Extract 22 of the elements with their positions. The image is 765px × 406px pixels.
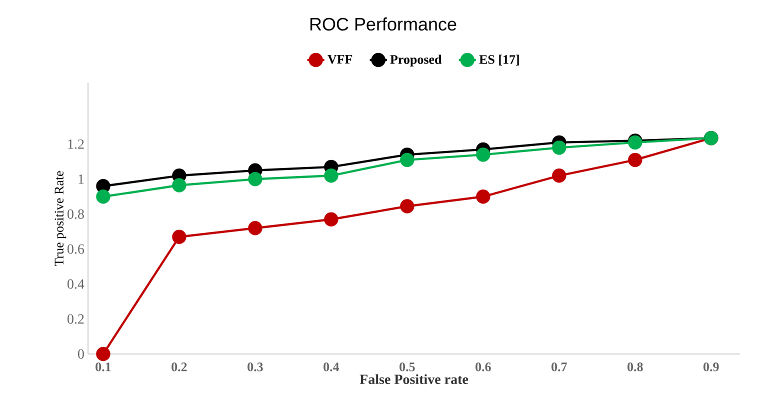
x-tick-label: 0.3 bbox=[248, 362, 263, 372]
x-tick-label: 0.2 bbox=[172, 362, 187, 372]
y-axis-title: True positive Rate bbox=[54, 171, 66, 266]
x-tick-label: 0.8 bbox=[628, 362, 643, 372]
legend-label: Proposed bbox=[390, 54, 442, 66]
y-tick-label: 0.8 bbox=[68, 209, 84, 219]
chart-title: ROC Performance bbox=[310, 17, 456, 31]
y-tick-label: 1 bbox=[78, 174, 84, 184]
y-tick-label: 0.2 bbox=[68, 314, 84, 324]
x-tick-label: 0.6 bbox=[476, 362, 491, 372]
x-tick-label: 0.9 bbox=[703, 362, 719, 372]
x-tick-label: 0.4 bbox=[324, 362, 340, 372]
y-tick-label: 0.4 bbox=[68, 279, 84, 289]
legend-label: ES [17] bbox=[479, 54, 519, 66]
legend-label: VFF bbox=[328, 54, 352, 64]
x-tick-label: 0.5 bbox=[400, 362, 415, 372]
y-tick-label: 0 bbox=[78, 349, 84, 359]
x-tick-label: 0.1 bbox=[96, 362, 111, 372]
x-tick-label: 0.7 bbox=[552, 362, 567, 372]
y-tick-label: 1.2 bbox=[68, 139, 84, 149]
y-tick-label: 0.6 bbox=[68, 244, 84, 254]
x-axis-title: False Positive rate bbox=[360, 374, 468, 384]
